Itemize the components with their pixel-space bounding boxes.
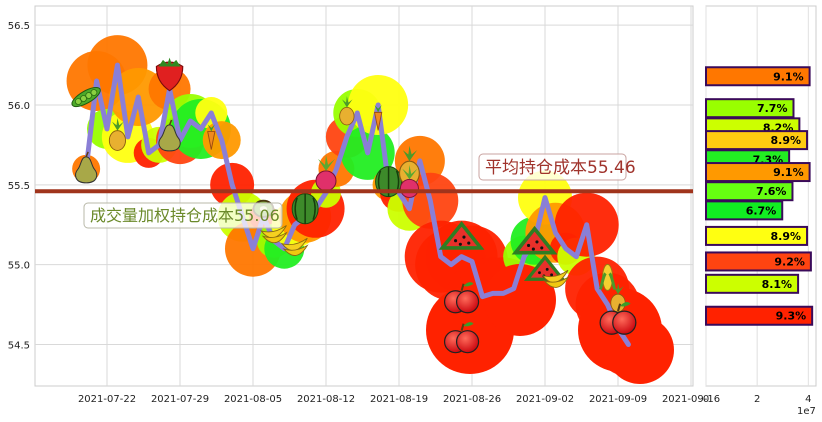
- banana-icon: [280, 237, 309, 256]
- volume-bar: [705, 273, 800, 294]
- x-tick-label: 2021-09-02: [516, 394, 574, 405]
- pineapple-icon: [108, 118, 126, 151]
- strawberry-icon: [155, 57, 184, 92]
- watermelon-icon: [438, 221, 485, 250]
- side-x-tick-label: 0: [703, 394, 709, 405]
- side-x-axis-ticks: 0 2 4: [703, 394, 812, 405]
- x-tick-label: 2021-07-22: [78, 394, 136, 405]
- x-tick-label: 2021-08-26: [443, 394, 501, 405]
- price-series: [83, 62, 631, 347]
- x-tick-label: 2021-08-19: [370, 394, 428, 405]
- carrot-icon: [373, 105, 383, 131]
- volume-bar: [705, 130, 809, 151]
- side-axis-multiplier: 1e7: [797, 406, 816, 417]
- volume-bar-label: 9.3%: [776, 310, 807, 323]
- volume-bar-label: 8.9%: [771, 230, 802, 243]
- y-tick-label: 56.5: [8, 21, 30, 32]
- volume-bar: [705, 181, 794, 202]
- x-tick-label: 2021-07-29: [151, 394, 209, 405]
- volume-bar: [705, 200, 784, 221]
- y-tick-label: 54.5: [8, 340, 30, 351]
- y-tick-label: 55.0: [8, 261, 30, 272]
- volume-bar-label: 8.9%: [771, 134, 802, 147]
- x-axis-ticks: 2021-07-22 2021-07-29 2021-08-05 2021-08-12…: [78, 394, 720, 405]
- apple-icon: [443, 322, 480, 354]
- volume-bar-label: 9.2%: [774, 255, 805, 268]
- cost-blob: [484, 264, 556, 336]
- watermelon-icon: [511, 225, 558, 255]
- volume-bar: [705, 305, 814, 326]
- volume-bar-label: 9.1%: [773, 70, 804, 83]
- pear-icon: [158, 119, 181, 152]
- side-x-tick-label: 2: [754, 394, 760, 405]
- volume-bar-label: 7.7%: [757, 102, 788, 115]
- y-tick-label: 55.5: [8, 181, 30, 192]
- volume-bar-label: 9.1%: [773, 166, 804, 179]
- x-tick-label: 2021-09-16: [662, 394, 720, 405]
- volume-bar-label: 6.7%: [746, 204, 777, 217]
- banana-icon: [260, 225, 288, 244]
- pineapple-icon: [339, 96, 355, 126]
- avg-cost-label-box: [478, 153, 627, 181]
- volume-bar: [705, 225, 809, 246]
- apple-icon: [599, 302, 637, 335]
- avg-cost-label: 平均持仓成本55.46: [485, 158, 636, 178]
- volume-bars: 9.1%7.7%8.2%8.9%7.3%9.1%7.6%6.7%8.9%9.2%…: [705, 66, 814, 326]
- x-tick-label: 2021-09-09: [589, 394, 647, 405]
- vwap-label: 成交量加权持仓成本55.06: [90, 206, 280, 225]
- x-tick-label: 2021-08-05: [224, 394, 282, 405]
- volume-bar: [705, 98, 795, 119]
- pineapple-icon: [610, 282, 626, 313]
- pear-icon: [75, 151, 98, 184]
- watermelon-icon: [523, 254, 567, 281]
- apple-icon: [443, 282, 480, 314]
- volume-bar-label: 8.1%: [762, 278, 793, 291]
- volume-bar: [705, 66, 811, 87]
- side-x-tick-label: 4: [805, 394, 811, 405]
- price-line: [83, 62, 631, 347]
- peapod-icon: [71, 86, 101, 108]
- volume-bar-label: 7.6%: [756, 185, 787, 198]
- volume-bar: [705, 162, 811, 183]
- annotations: 平均持仓成本55.46 成交量加权持仓成本55.06: [83, 153, 636, 229]
- banana-icon: [541, 269, 570, 288]
- vwap-label-box: [83, 202, 283, 229]
- y-tick-label: 56.0: [8, 101, 30, 112]
- volume-bar: [705, 251, 812, 272]
- y-axis-ticks: 54.5 55.0 55.5 56.0 56.5: [8, 21, 30, 351]
- carrot-icon: [207, 124, 216, 150]
- melon-icon: [291, 193, 319, 225]
- x-tick-label: 2021-08-12: [297, 394, 355, 405]
